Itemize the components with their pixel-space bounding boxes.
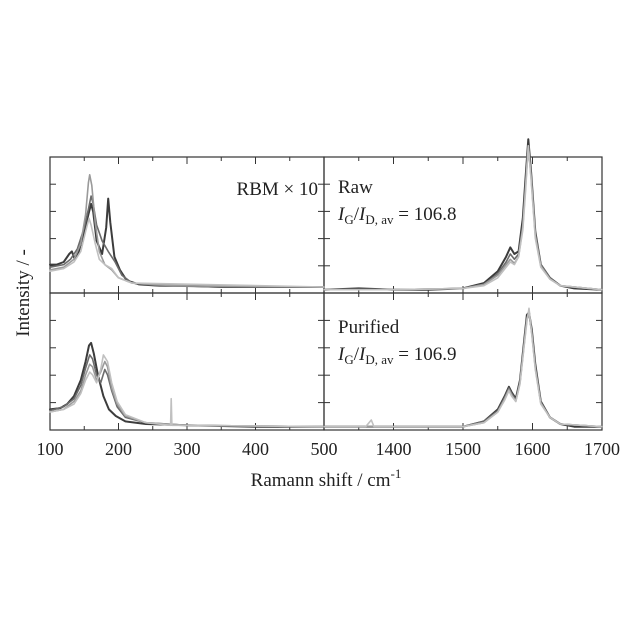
x-axis-label: Ramann shift / cm-1 <box>251 466 402 491</box>
x-tick-labels: 100 200 300 400 500 1400 1500 1600 1700 <box>37 439 621 459</box>
raw-ratio-sub-d: D, av <box>365 212 394 227</box>
spectrum-rbm-purified-1 <box>50 343 324 427</box>
x-tick-label: 1400 <box>376 439 412 459</box>
y-axis-label: Intensity / - <box>13 249 34 337</box>
purified-ratio-sub-g: G <box>344 352 353 367</box>
raw-ratio-annotation: IG/ID, av = 106.8 <box>337 204 456 227</box>
x-tick-label: 400 <box>242 439 269 459</box>
raw-label: Raw <box>338 177 373 198</box>
x-tick-label: 1700 <box>584 439 620 459</box>
purified-label: Purified <box>338 317 400 338</box>
x-tick-label: 500 <box>311 439 338 459</box>
purified-ratio-sub-d: D, av <box>365 352 394 367</box>
spectrum-rbm-purified-3 <box>50 362 324 427</box>
x-tick-label: 1600 <box>515 439 551 459</box>
panel-rbm-purified-frame <box>50 293 324 430</box>
raw-ratio-value: = 106.8 <box>394 204 457 225</box>
spectra-traces <box>50 139 602 427</box>
x-axis-label-sup: -1 <box>391 466 402 481</box>
spectrum-rbm-raw-4 <box>50 218 324 287</box>
raman-spectra-figure: 100 200 300 400 500 1400 1500 1600 1700 RBM × 10… <box>0 0 640 640</box>
spectrum-rbm-raw-1 <box>50 199 324 287</box>
purified-ratio-value: = 106.9 <box>394 344 457 365</box>
x-tick-label: 200 <box>105 439 132 459</box>
x-tick-label: 300 <box>174 439 201 459</box>
spectrum-rbm-raw-2 <box>50 196 324 287</box>
raw-ratio-sub-g: G <box>344 212 353 227</box>
x-tick-label: 1500 <box>445 439 481 459</box>
x-tick-label: 100 <box>37 439 64 459</box>
rbm-scale-annotation: RBM × 10 <box>237 179 318 200</box>
purified-ratio-annotation: IG/ID, av = 106.9 <box>337 344 456 367</box>
x-axis-label-main: Ramann shift / cm <box>251 470 391 491</box>
